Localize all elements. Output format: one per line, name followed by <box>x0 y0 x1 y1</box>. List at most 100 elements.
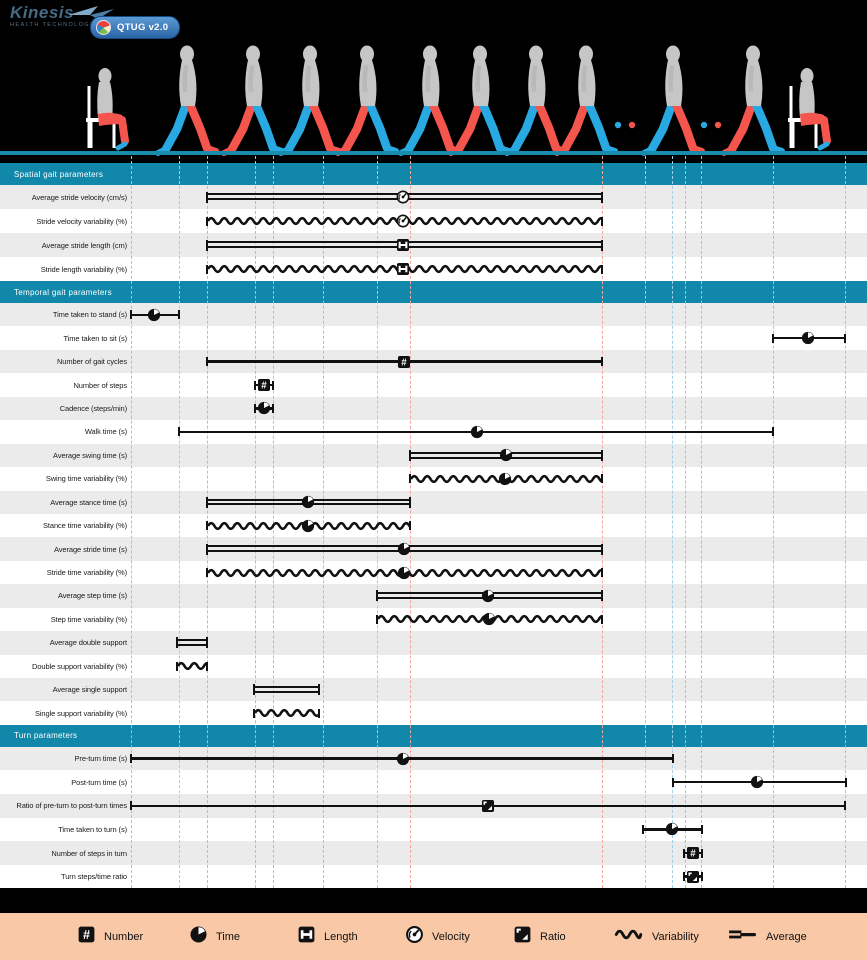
parameter-row: Stance time variability (%) <box>0 513 867 538</box>
parameter-label: Stride time variability (%) <box>46 568 127 578</box>
parameter-row: Post-turn time (s) <box>0 770 867 795</box>
velocity-icon <box>396 214 410 228</box>
parameter-row: Stride velocity variability (%) <box>0 209 867 233</box>
parameter-row: Stride time variability (%) <box>0 560 867 585</box>
velocity-icon <box>396 190 410 204</box>
section-header: Spatial gait parameters <box>0 163 867 185</box>
parameter-row: Time taken to sit (s) <box>0 326 867 350</box>
legend-label: Time <box>216 930 241 943</box>
parameter-label: Average double support <box>49 638 127 648</box>
average-icon <box>728 926 757 948</box>
blue-guide-line <box>645 156 646 888</box>
gait-sequence-illustration <box>86 45 831 156</box>
parameter-row: Average double support <box>0 631 867 655</box>
parameter-label: Turn steps/time ratio <box>61 872 127 882</box>
red-guide-line <box>255 156 256 888</box>
time-icon <box>397 542 411 556</box>
legend-item-number: # Number <box>78 913 143 960</box>
ratio-icon <box>686 870 700 883</box>
parameter-label: Average swing time (s) <box>53 450 127 460</box>
parameter-label: Time taken to stand (s) <box>52 310 127 320</box>
red-guide-line <box>131 156 132 888</box>
section-header: Temporal gait parameters <box>0 281 867 303</box>
variability-icon <box>614 926 643 948</box>
red-guide-line <box>701 156 702 888</box>
parameter-row: Step time variability (%) <box>0 607 867 632</box>
parameter-row: Average stride time (s) <box>0 537 867 561</box>
parameter-label: Stride length variability (%) <box>40 264 127 274</box>
time-icon <box>750 776 764 789</box>
red-guide-line <box>845 156 846 888</box>
parameter-row: Number of steps # <box>0 373 867 397</box>
legend-item-length: Length <box>298 913 358 960</box>
parameter-row: Pre-turn time (s) <box>0 746 867 771</box>
parameter-row: Single support variability (%) <box>0 701 867 725</box>
range-bar <box>253 678 320 701</box>
blue-guide-line <box>377 156 378 888</box>
logo-tagline: HEALTH TECHNOLOGIES <box>10 22 104 28</box>
parameter-row: Average single support <box>0 678 867 702</box>
parameter-row: Average stance time (s) <box>0 490 867 514</box>
parameter-row: Swing time variability (%) <box>0 467 867 491</box>
parameter-row: Ratio of pre-turn to post-turn times <box>0 794 867 818</box>
time-icon <box>499 449 513 462</box>
parameter-label: Average stride time (s) <box>53 544 127 554</box>
red-guide-line <box>685 156 686 888</box>
time-icon <box>257 402 271 415</box>
qtug-version-label: QTUG v2.0 <box>117 22 169 33</box>
legend-label: Ratio <box>540 930 566 943</box>
parameter-label: Stance time variability (%) <box>43 521 127 531</box>
parameter-row: Average step time (s) <box>0 584 867 608</box>
parameter-row: Average swing time (s) <box>0 443 867 468</box>
length-icon <box>298 926 315 948</box>
legend-item-time: Time <box>190 913 240 960</box>
length-icon <box>396 238 410 252</box>
parameter-row: Time taken to stand (s) <box>0 303 867 327</box>
legend-label: Length <box>324 930 358 943</box>
time-icon <box>498 472 512 485</box>
red-guide-line <box>773 156 774 888</box>
parameter-label: Average single support <box>52 685 127 695</box>
red-guide-line <box>273 156 274 888</box>
time-icon <box>470 425 484 439</box>
number-icon: # <box>397 355 411 368</box>
parameter-label: Walk time (s) <box>84 427 127 437</box>
number-icon: # <box>257 378 271 392</box>
time-icon <box>190 925 207 948</box>
parameter-chart: Spatial gait parameters Average stride ve… <box>0 163 867 889</box>
parameter-row: Turn steps/time ratio <box>0 864 867 889</box>
range-bar <box>176 631 208 654</box>
time-icon <box>147 308 161 321</box>
svg-text:#: # <box>690 848 696 859</box>
parameter-label: Average stride length (cm) <box>41 240 127 250</box>
number-icon: # <box>78 926 95 948</box>
legend-bar: # Number Time Length Velocity Ratio Variabilit… <box>0 913 867 960</box>
parameter-row: Time taken to turn (s) <box>0 817 867 842</box>
parameter-label: Cadence (steps/min) <box>59 403 127 413</box>
time-icon <box>396 752 410 765</box>
blue-guide-line <box>672 156 673 888</box>
range-bar <box>253 701 320 724</box>
time-icon <box>482 613 496 626</box>
svg-text:#: # <box>261 380 267 391</box>
legend-label: Average <box>766 930 807 943</box>
parameter-label: Average stride velocity (cm/s) <box>31 192 127 202</box>
parameter-label: Pre-turn time (s) <box>74 754 128 764</box>
legend-item-velocity: Velocity <box>406 913 470 960</box>
time-icon <box>301 519 315 532</box>
parameter-row: Number of gait cycles # <box>0 349 867 374</box>
legend-label: Velocity <box>432 930 470 943</box>
floor-line <box>0 151 867 155</box>
legend-label: Variability <box>652 930 699 943</box>
parameter-row: Walk time (s) <box>0 420 867 444</box>
time-icon <box>481 589 495 603</box>
parameter-label: Single support variability (%) <box>34 708 127 718</box>
time-icon <box>665 823 679 836</box>
footer-divider <box>0 888 867 913</box>
logo-text: Kinesis <box>10 3 74 22</box>
parameter-label: Ratio of pre-turn to post-turn times <box>16 801 127 811</box>
velocity-icon <box>406 925 423 948</box>
range-bar <box>206 209 603 233</box>
parameter-label: Step time variability (%) <box>50 614 127 624</box>
